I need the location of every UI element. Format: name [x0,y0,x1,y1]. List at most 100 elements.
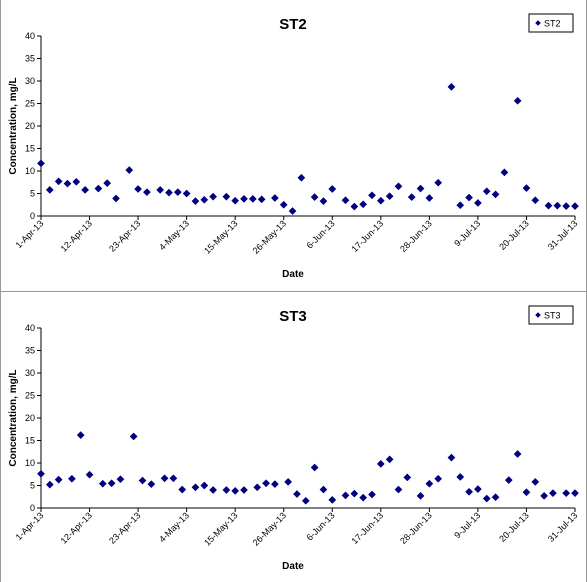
data-point [434,474,443,483]
x-tick-label: 28-Jun-13 [398,510,434,546]
data-point [169,474,178,483]
data-point [425,479,434,488]
data-point [513,96,522,105]
chart-panel-st2: ST2 0 5 10 15 20 25 30 35 40 1-Apr-13 12-Apr-13 23-A… [0,0,587,291]
x-tick-label: 20-Jul-13 [497,218,531,252]
data-point [112,194,120,203]
scatter-chart-st2: ST2 0 5 10 15 20 25 30 35 40 1-Apr-13 12-Apr-13 23-A… [8,13,579,280]
chart-title: ST2 [279,16,307,33]
data-point [240,486,248,494]
x-tick-label: 26-May-13 [251,218,288,255]
data-point [310,193,319,202]
data-point [134,185,143,193]
data-point [200,195,209,204]
data-point [368,490,376,499]
x-tick-label: 6-Jun-13 [304,218,336,250]
y-tick-label: 10 [25,458,35,468]
data-point [434,178,443,187]
x-tick-label: 23-Apr-13 [107,218,142,253]
data-point [359,493,368,502]
data-point [222,192,231,201]
y-axis-title: Concentration, mg/L [8,77,19,174]
x-tick-label: 20-Jul-13 [497,510,531,544]
data-point [562,202,571,211]
data-point [544,201,553,210]
x-tick-label: 1-Apr-13 [14,218,46,250]
data-point [407,193,416,202]
data-point [553,201,562,210]
data-point [319,197,328,206]
data-point [301,496,310,505]
data-point [394,182,403,191]
y-tick-label: 10 [25,166,35,176]
data-point [376,196,385,205]
y-tick-label: 5 [30,189,35,199]
data-point [81,185,90,194]
data-point [138,476,147,485]
data-point [54,177,63,186]
data-point [160,474,169,483]
data-point [376,459,385,468]
data-point [571,202,579,211]
data-point [103,179,112,188]
data-point [350,489,359,498]
legend-marker-diamond [535,20,541,26]
x-tick-label: 17-Jun-13 [350,218,386,254]
x-tick-label: 9-Jul-13 [452,510,482,540]
data-point [231,196,240,205]
data-point [531,196,540,205]
data-point [293,490,301,499]
x-tick-label: 9-Jul-13 [452,218,482,248]
data-point [67,474,76,483]
data-point [72,177,81,186]
data-point [447,453,456,462]
data-point [240,194,248,203]
y-tick-label: 0 [30,211,35,221]
data-point [200,481,209,490]
x-tick-label: 1-Apr-13 [14,510,46,542]
data-point [522,184,531,193]
data-point [465,487,474,496]
y-tick-label: 35 [25,346,35,356]
scatter-chart-st3: ST3 0 5 10 15 20 25 30 35 40 1-Apr-13 12-Apr-13 23-A… [8,305,579,572]
data-point [270,194,279,202]
data-point [482,187,491,196]
data-point [54,475,63,484]
data-point [262,479,271,488]
data-point [328,185,337,193]
data-point [473,485,482,494]
data-point [531,477,540,486]
data-point [191,197,200,206]
data-point [45,480,54,489]
data-point [279,200,288,209]
data-point [504,476,513,485]
data-point [85,470,94,479]
x-tick-label: 15-May-13 [202,510,239,547]
data-point [178,485,187,494]
data-point [319,485,328,494]
y-tick-label: 20 [25,121,35,131]
data-point [359,200,368,209]
y-axis-title: Concentration, mg/L [8,369,19,466]
legend: ST3 [528,305,574,325]
data-point [513,450,522,458]
data-point [116,475,125,484]
data-point [482,494,491,503]
y-tick-label: 5 [30,481,35,491]
chart-title: ST3 [279,308,307,325]
data-point [425,194,434,202]
data-point [465,193,474,202]
data-point [328,495,337,504]
data-point [500,168,509,177]
data-point [571,489,579,498]
x-tick-label: 17-Jun-13 [350,510,386,546]
data-point [341,491,350,500]
data-point [209,192,218,201]
x-tick-label: 4-May-13 [157,510,191,544]
data-point [548,489,557,498]
x-tick-label: 28-Jun-13 [398,218,434,254]
data-point [491,190,500,199]
x-tick-label: 15-May-13 [202,218,239,255]
y-tick-label: 35 [25,54,35,64]
data-point [522,488,531,497]
